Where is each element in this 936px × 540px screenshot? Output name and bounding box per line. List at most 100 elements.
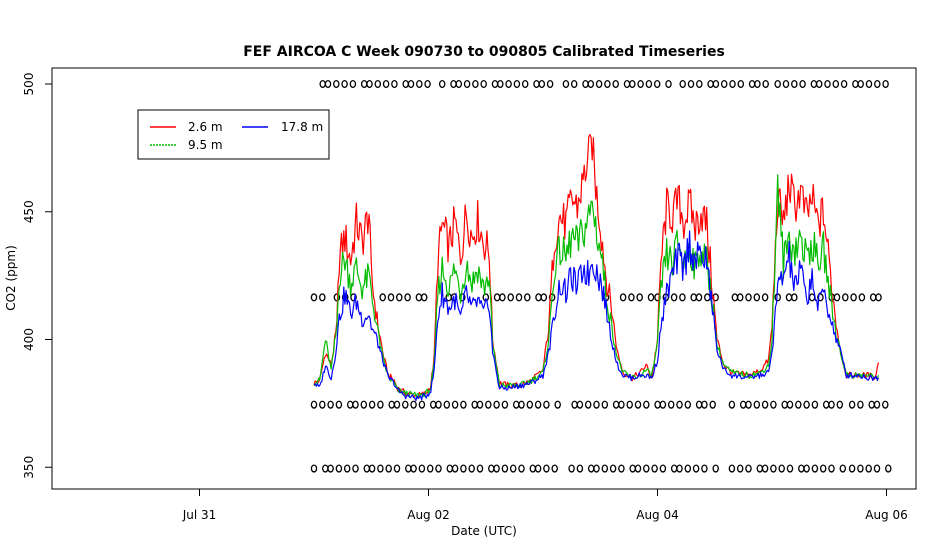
flag-marker-row bbox=[568, 464, 719, 473]
flag-marker bbox=[543, 400, 550, 409]
flag-marker bbox=[629, 464, 636, 473]
flag-marker bbox=[535, 293, 542, 302]
flag-marker bbox=[534, 400, 542, 409]
flag-marker bbox=[352, 400, 359, 409]
flag-marker bbox=[651, 464, 658, 473]
flag-marker-row bbox=[728, 400, 844, 409]
flag-marker bbox=[687, 79, 695, 89]
flag-marker bbox=[451, 400, 459, 409]
flag-marker bbox=[387, 293, 395, 302]
flag-marker bbox=[319, 400, 326, 409]
flag-marker bbox=[704, 293, 711, 302]
flag-marker-row bbox=[438, 79, 554, 89]
flag-marker bbox=[848, 400, 856, 409]
y-axis: 350 400 450 500 bbox=[22, 73, 53, 479]
flag-marker bbox=[659, 400, 667, 409]
flag-marker bbox=[310, 464, 318, 473]
flag-marker bbox=[619, 293, 627, 302]
flag-marker bbox=[618, 464, 625, 473]
flag-marker bbox=[509, 464, 517, 473]
flag-marker bbox=[628, 293, 635, 302]
flag-marker bbox=[822, 400, 830, 409]
flag-marker bbox=[819, 464, 827, 473]
flag-marker bbox=[753, 293, 761, 302]
flag-marker bbox=[385, 464, 392, 473]
flag-marker bbox=[828, 400, 835, 409]
flag-marker bbox=[839, 464, 847, 473]
flag-marker bbox=[595, 79, 603, 89]
flag-marker bbox=[791, 79, 798, 89]
flag-marker bbox=[858, 293, 866, 302]
flag-marker bbox=[665, 79, 672, 89]
flag-marker bbox=[543, 464, 550, 473]
legend-label-2-6m: 2.6 m bbox=[188, 120, 223, 134]
flag-marker-group bbox=[310, 79, 892, 473]
flag-marker bbox=[435, 464, 442, 473]
flag-marker bbox=[476, 464, 484, 473]
flag-marker bbox=[736, 464, 744, 473]
flag-marker bbox=[472, 79, 479, 89]
flag-marker bbox=[653, 79, 661, 89]
flag-marker bbox=[529, 464, 537, 473]
flag-marker bbox=[774, 79, 781, 89]
flag-marker bbox=[426, 464, 434, 473]
flag-marker bbox=[551, 464, 558, 473]
flag-marker bbox=[643, 464, 650, 473]
flag-marker bbox=[720, 79, 728, 89]
flag-marker bbox=[745, 400, 752, 409]
flag-marker bbox=[480, 79, 487, 89]
flag-marker-row bbox=[679, 79, 769, 89]
flag-marker-row bbox=[562, 79, 672, 89]
y-tick-label: 500 bbox=[22, 73, 36, 96]
flag-marker bbox=[587, 464, 595, 473]
flag-marker bbox=[795, 400, 802, 409]
flag-marker bbox=[811, 400, 819, 409]
flag-marker bbox=[526, 400, 534, 409]
flag-marker bbox=[728, 400, 736, 409]
flag-marker bbox=[327, 464, 334, 473]
flag-marker bbox=[684, 400, 692, 409]
flag-marker bbox=[645, 79, 653, 89]
flag-marker-row bbox=[619, 293, 655, 302]
flag-marker bbox=[785, 293, 793, 302]
legend-label-17-8m: 17.8 m bbox=[281, 120, 323, 134]
flag-marker bbox=[435, 400, 442, 409]
flag-marker bbox=[410, 400, 417, 409]
flag-marker bbox=[582, 79, 589, 89]
flag-marker bbox=[786, 464, 794, 473]
flag-marker bbox=[754, 79, 761, 89]
flag-marker bbox=[415, 293, 423, 302]
flag-marker bbox=[368, 464, 376, 473]
flag-marker bbox=[701, 464, 708, 473]
flag-marker bbox=[623, 79, 631, 89]
flag-marker bbox=[634, 400, 642, 409]
flag-marker bbox=[324, 79, 332, 89]
flag-marker-row bbox=[482, 293, 556, 302]
flag-marker bbox=[570, 79, 578, 89]
flag-marker bbox=[810, 79, 818, 89]
chart-title: FEF AIRCOA C Week 090730 to 090805 Calib… bbox=[243, 44, 725, 60]
flag-marker bbox=[676, 464, 683, 473]
flag-marker bbox=[450, 79, 457, 89]
flag-marker bbox=[319, 293, 326, 302]
flag-marker bbox=[443, 400, 451, 409]
flag-marker bbox=[756, 464, 764, 473]
flag-marker bbox=[770, 400, 777, 409]
flag-marker bbox=[335, 400, 343, 409]
flag-marker bbox=[737, 79, 745, 89]
flag-marker bbox=[333, 79, 340, 89]
flag-marker bbox=[634, 464, 642, 473]
flag-marker bbox=[468, 464, 475, 473]
flag-marker bbox=[629, 79, 636, 89]
flag-marker bbox=[363, 464, 371, 473]
flag-marker bbox=[857, 400, 864, 409]
flag-marker-row bbox=[731, 293, 769, 302]
flag-marker bbox=[637, 79, 644, 89]
flag-marker bbox=[396, 293, 403, 302]
flag-marker bbox=[670, 464, 678, 473]
flag-marker bbox=[546, 79, 554, 89]
flag-marker bbox=[360, 79, 368, 89]
flag-marker bbox=[676, 400, 683, 409]
flag-marker bbox=[322, 464, 329, 473]
flag-marker-row bbox=[774, 79, 889, 89]
